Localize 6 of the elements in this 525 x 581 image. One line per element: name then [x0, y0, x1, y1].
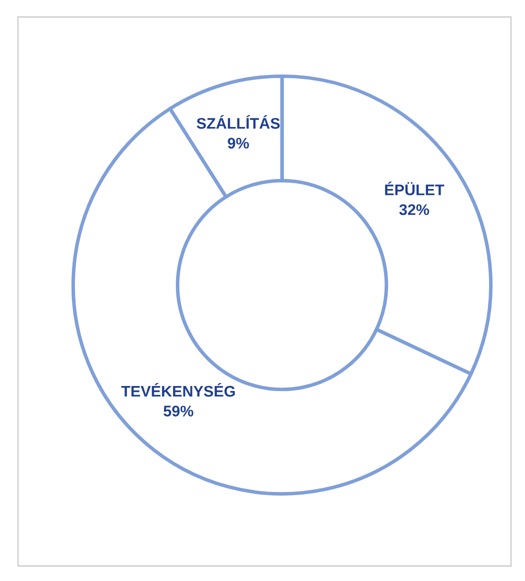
- data-label: 32%: [399, 204, 430, 216]
- data-label: 59%: [164, 406, 194, 416]
- data-label: 9%: [228, 138, 249, 149]
- slice-label: SZÁLLÍTÁS: [196, 115, 280, 129]
- slice-label: TEVÉKENYSÉG: [121, 383, 235, 397]
- slice-label: ÉPÜLET: [385, 182, 444, 196]
